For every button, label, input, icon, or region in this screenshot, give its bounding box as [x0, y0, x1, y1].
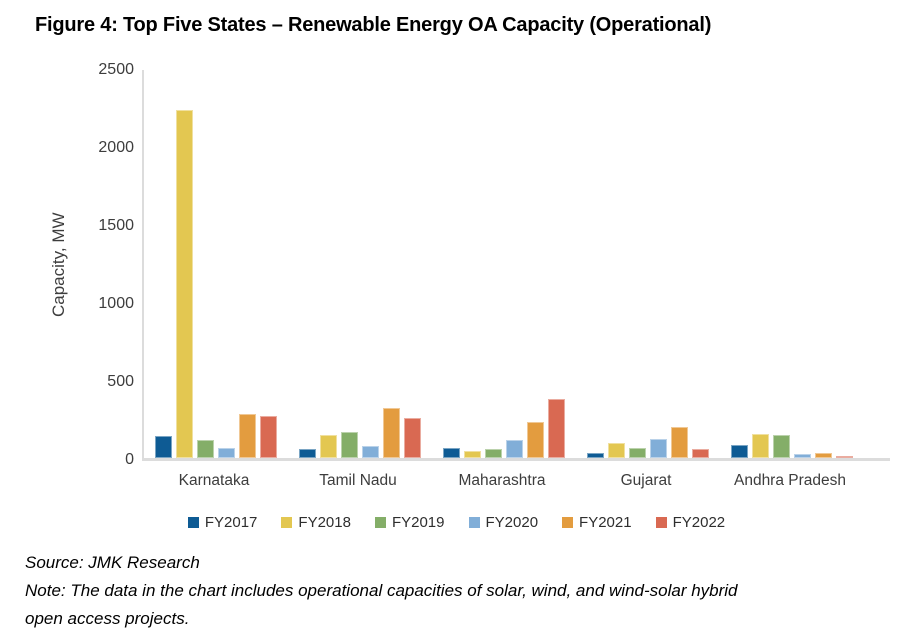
legend-swatch-icon	[187, 517, 199, 528]
bar-fy2021-gujarat	[671, 427, 688, 458]
y-tick-label: 1500	[98, 217, 134, 234]
bar-fy2020-tamil-nadu	[362, 446, 379, 458]
legend-swatch-icon	[374, 517, 386, 528]
bar-fy2017-tamil-nadu	[299, 449, 316, 458]
legend-item-fy2022: FY2022	[655, 514, 726, 531]
legend-swatch-icon	[562, 517, 574, 528]
note-text-line-1: Note: The data in the chart includes ope…	[25, 581, 738, 600]
bar-group-maharashtra	[432, 70, 576, 458]
bar-fy2019-andhra-pradesh	[773, 435, 790, 458]
bar-fy2018-maharashtra	[464, 451, 481, 458]
legend: FY2017 FY2018 FY2019 FY2020 FY2021 FY2022	[30, 514, 883, 531]
figure-title: Figure 4: Top Five States – Renewable En…	[35, 14, 712, 36]
bar-fy2021-maharashtra	[527, 422, 544, 458]
bar-group-andhra-pradesh	[720, 70, 864, 458]
bar-fy2019-maharashtra	[485, 449, 502, 458]
bar-fy2019-gujarat	[629, 448, 646, 458]
legend-label: FY2022	[672, 514, 726, 531]
source-text: Source: JMK Research	[25, 553, 200, 572]
y-tick-label: 2500	[98, 61, 134, 78]
bar-fy2020-maharashtra	[506, 440, 523, 458]
bar-fy2022-maharashtra	[548, 399, 565, 458]
footer: Source: JMK Research Note: The data in t…	[25, 549, 738, 633]
plot-area	[142, 70, 890, 461]
legend-item-fy2017: FY2017	[187, 514, 258, 531]
bar-group-karnataka	[144, 70, 288, 458]
bar-fy2019-tamil-nadu	[341, 432, 358, 458]
x-axis-label-karnataka: Karnataka	[178, 472, 250, 489]
y-axis-title: Capacity, MW	[49, 212, 68, 318]
legend-swatch-icon	[468, 517, 480, 528]
bar-fy2020-andhra-pradesh	[794, 454, 811, 458]
bar-group-gujarat	[576, 70, 720, 458]
bar-groups	[144, 70, 864, 458]
bar-fy2018-andhra-pradesh	[752, 434, 769, 458]
bar-fy2018-karnataka	[176, 110, 193, 458]
x-axis-label-maharashtra: Maharashtra	[458, 472, 546, 489]
x-axis-label-gujarat: Gujarat	[620, 472, 672, 489]
legend-label: FY2021	[579, 514, 632, 531]
bar-fy2019-karnataka	[197, 440, 214, 458]
bar-fy2022-andhra-pradesh	[836, 456, 853, 458]
x-axis-labels: Karnataka Tamil Nadu Maharashtra Gujarat And…	[142, 472, 862, 490]
x-axis-label-andhra-pradesh: Andhra Pradesh	[733, 472, 847, 489]
bar-fy2021-tamil-nadu	[383, 408, 400, 458]
bar-fy2017-andhra-pradesh	[731, 445, 748, 458]
bar-fy2018-tamil-nadu	[320, 435, 337, 458]
y-axis-ticks: 0 500 1000 1500 2000 2500	[84, 61, 134, 468]
bar-fy2017-gujarat	[587, 453, 604, 458]
legend-swatch-icon	[655, 517, 667, 528]
bar-fy2020-karnataka	[218, 448, 235, 458]
legend-item-fy2018: FY2018	[281, 514, 351, 531]
note-text-line-2: open access projects.	[25, 609, 190, 628]
bar-fy2018-gujarat	[608, 443, 625, 458]
bar-fy2022-karnataka	[260, 416, 277, 458]
bar-fy2020-gujarat	[650, 439, 667, 458]
y-tick-label: 0	[125, 451, 134, 468]
x-axis-line	[142, 458, 890, 461]
legend-label: FY2020	[485, 514, 539, 531]
legend-label: FY2018	[298, 514, 351, 531]
legend-item-fy2019: FY2019	[374, 514, 445, 531]
legend-item-fy2020: FY2020	[468, 514, 539, 531]
legend-item-fy2021: FY2021	[562, 514, 632, 531]
y-tick-label: 1000	[98, 295, 134, 312]
bar-fy2021-karnataka	[239, 414, 256, 458]
bar-group-tamil-nadu	[288, 70, 432, 458]
x-axis-label-tamil-nadu: Tamil Nadu	[319, 472, 397, 489]
y-tick-label: 500	[107, 373, 134, 390]
bar-fy2017-maharashtra	[443, 448, 460, 458]
legend-label: FY2019	[391, 514, 445, 531]
legend-swatch-icon	[281, 517, 293, 528]
legend-label: FY2017	[204, 514, 258, 531]
y-tick-label: 2000	[98, 139, 134, 156]
bar-fy2022-gujarat	[692, 449, 709, 458]
bar-fy2017-karnataka	[155, 436, 172, 458]
bar-fy2021-andhra-pradesh	[815, 453, 832, 458]
bar-fy2022-tamil-nadu	[404, 418, 421, 458]
